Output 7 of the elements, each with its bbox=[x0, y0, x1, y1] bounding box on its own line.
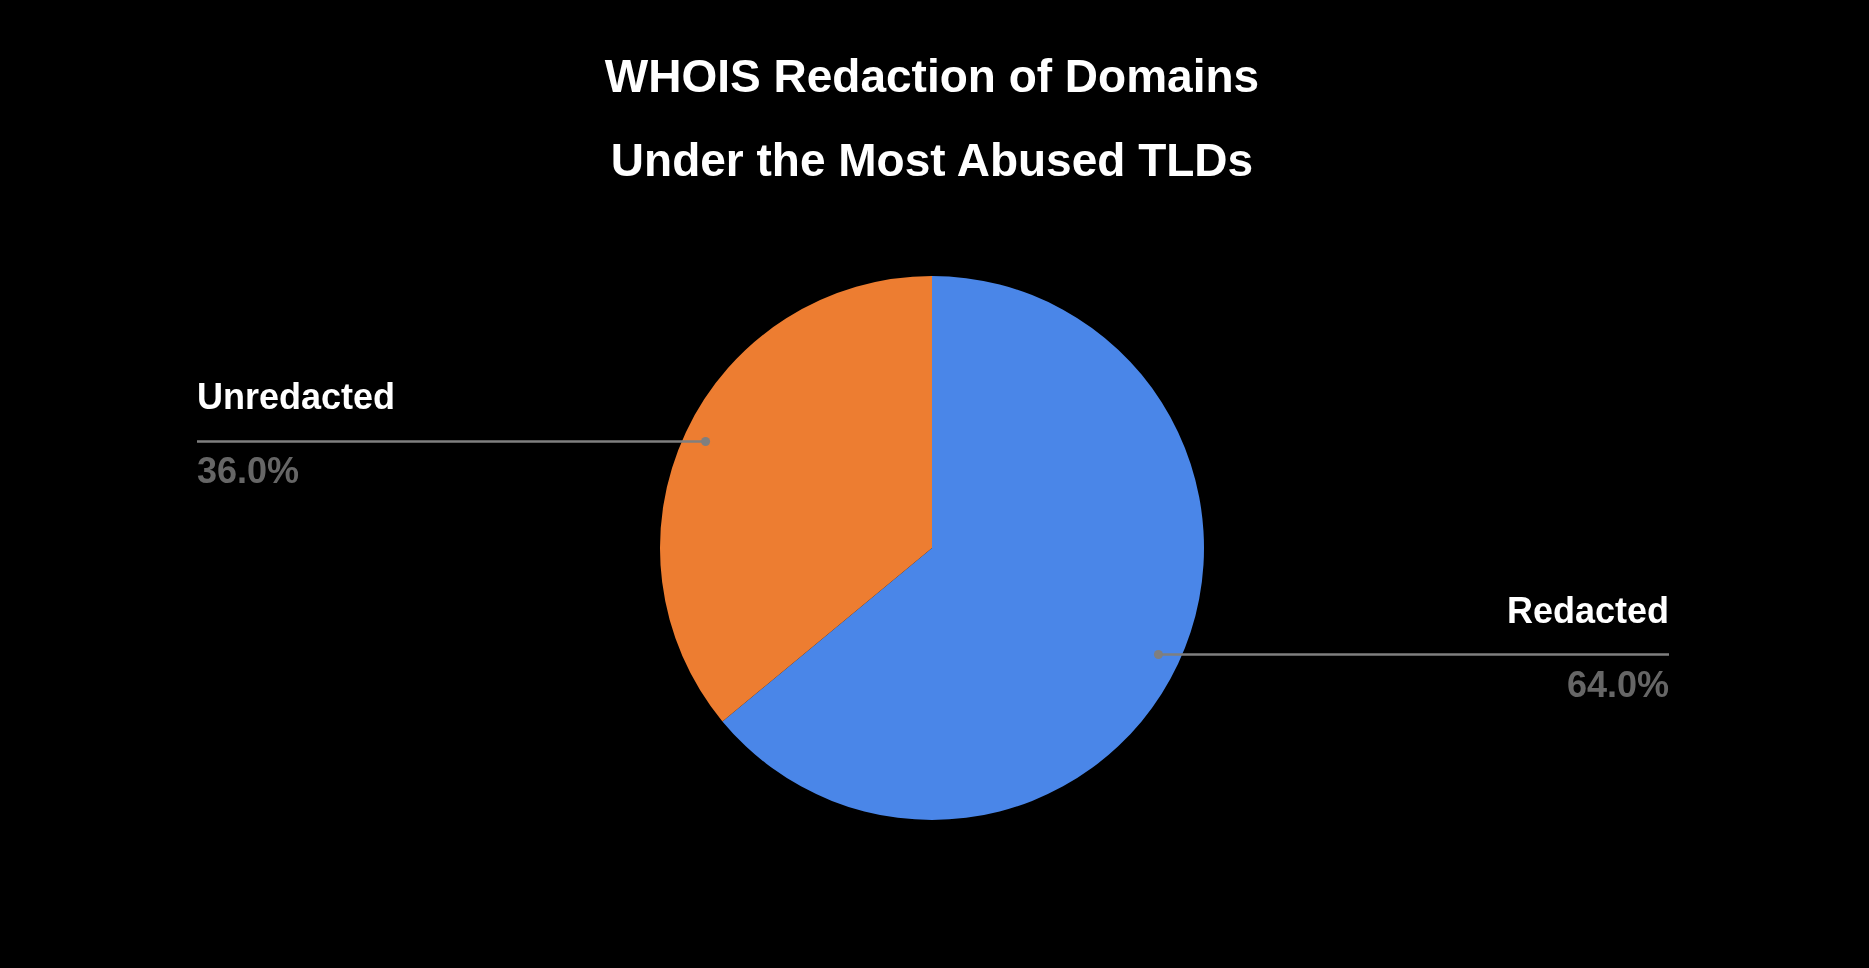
slice-label: Redacted bbox=[1506, 589, 1669, 631]
data-label: 36.0% bbox=[197, 450, 300, 492]
slice-label: Unredacted bbox=[197, 376, 396, 418]
pie-slice bbox=[660, 276, 932, 722]
data-label: 64.0% bbox=[1566, 663, 1669, 705]
pie-slice bbox=[722, 276, 1204, 820]
chart-title: WHOIS Redaction of Domains Under the Most Abused TLDs bbox=[604, 50, 1260, 186]
